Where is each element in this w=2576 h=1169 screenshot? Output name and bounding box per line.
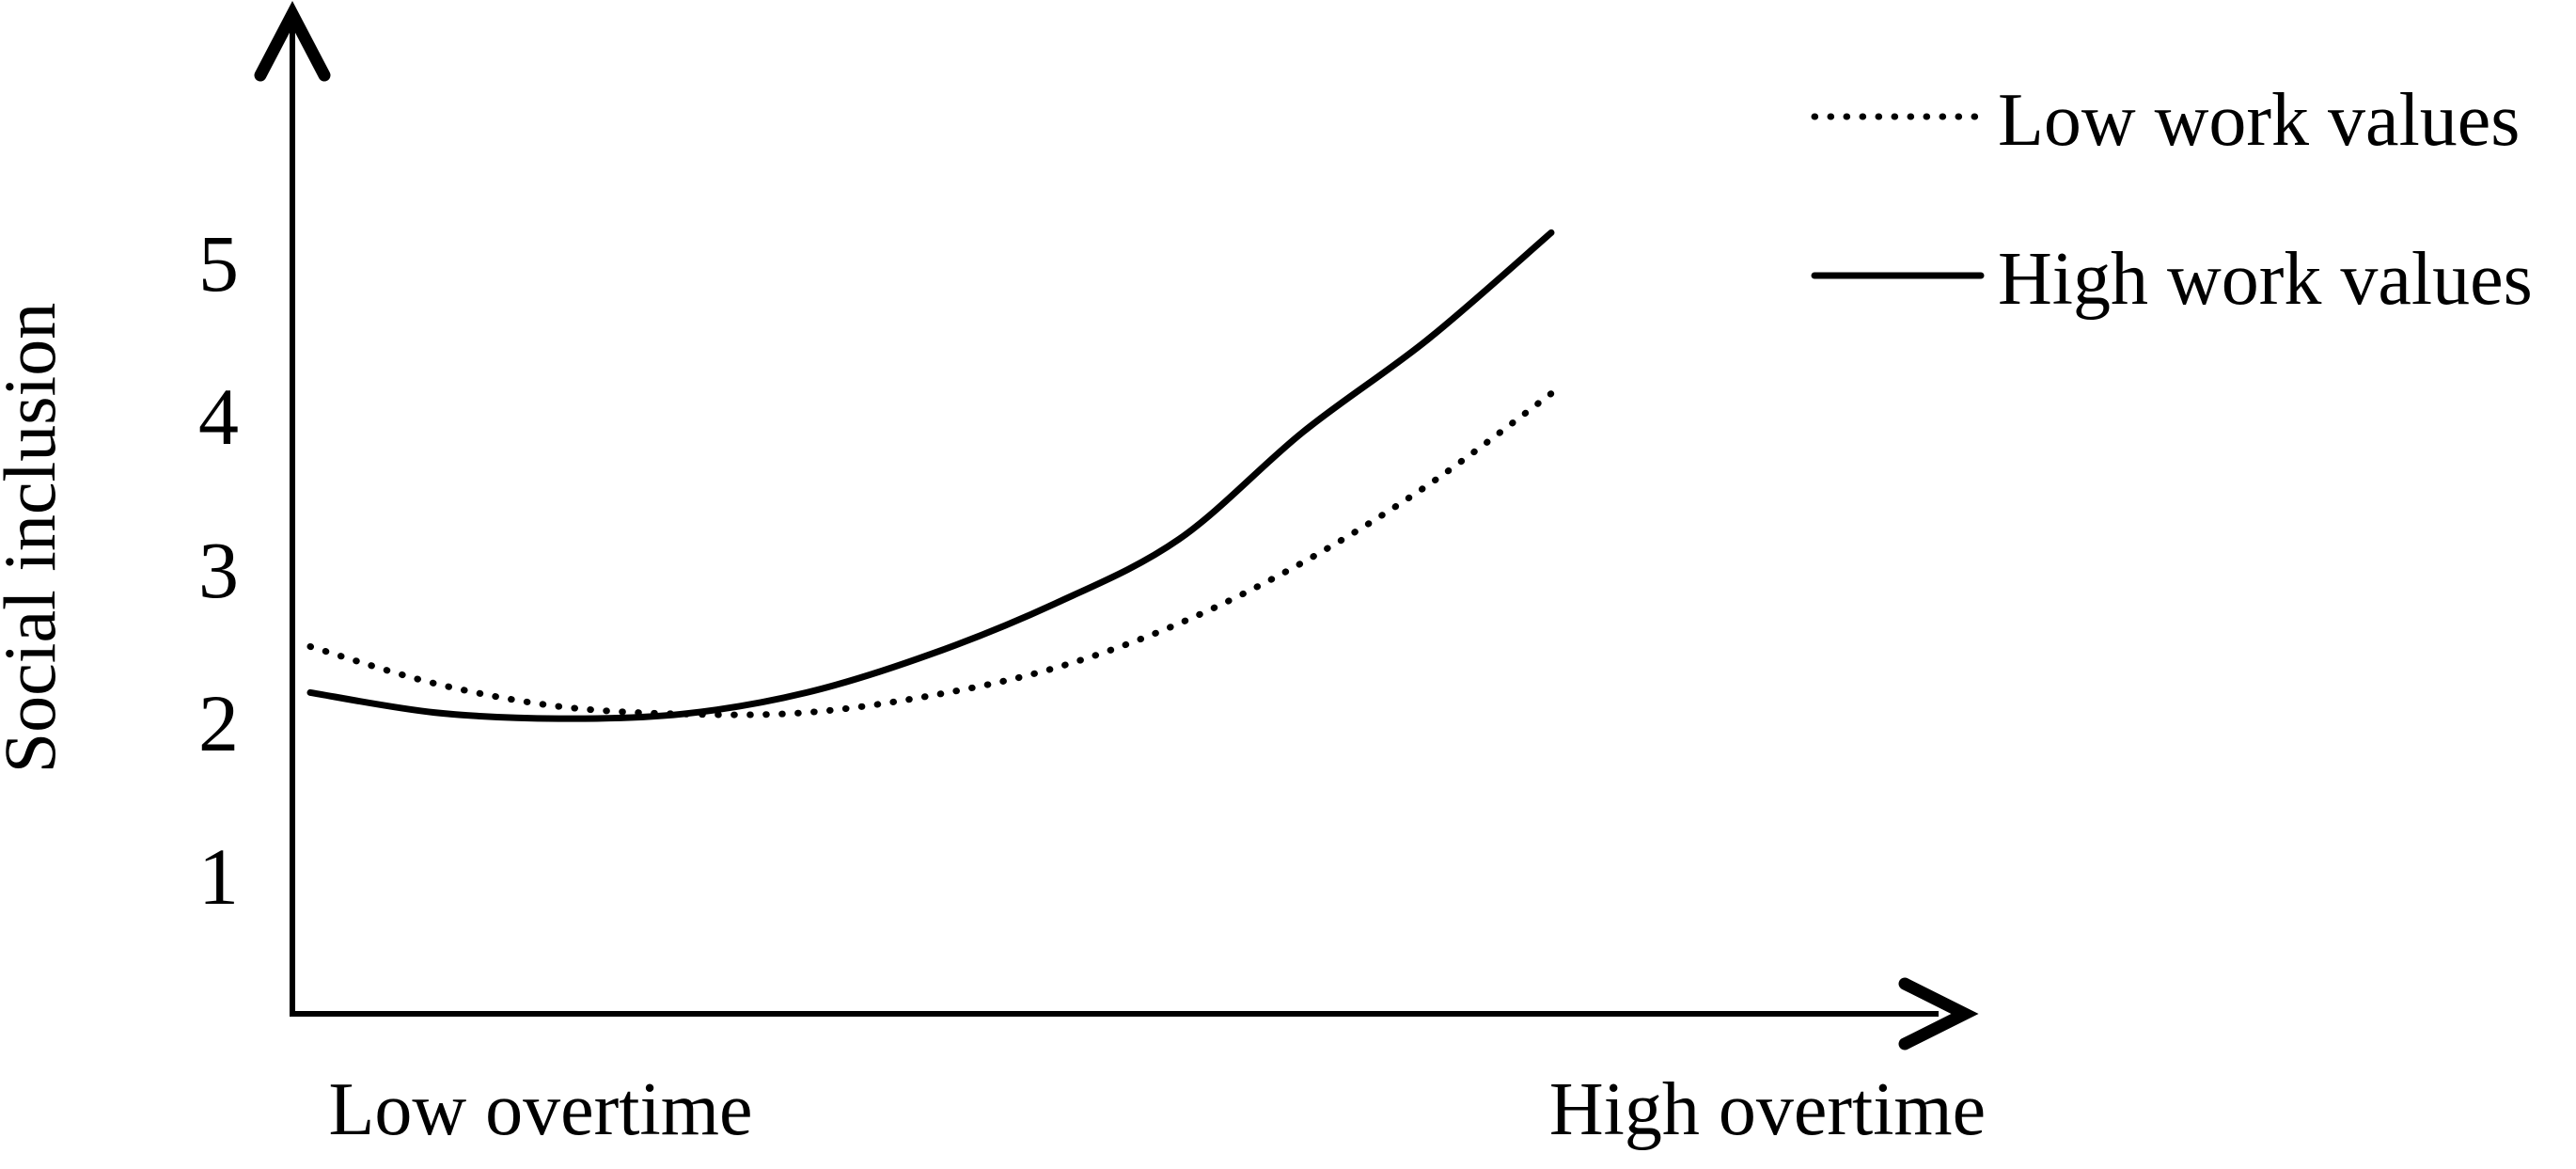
series-line-low-work-values (306, 390, 1555, 719)
x-axis-label-high: High overtime (1549, 1068, 1986, 1151)
legend-label-low-work-values: Low work values (1998, 79, 2520, 162)
y-axis-arrowhead-icon (254, 0, 331, 82)
y-tick-3: 3 (198, 525, 239, 615)
x-axis-arrowhead-icon (1898, 977, 1979, 1051)
y-tick-2: 2 (198, 678, 239, 768)
x-axis-label-low: Low overtime (329, 1068, 753, 1151)
legend-label-high-work-values: High work values (1998, 238, 2533, 321)
y-tick-1: 1 (198, 831, 239, 922)
y-tick-4: 4 (198, 371, 239, 462)
y-tick-5: 5 (198, 218, 239, 308)
y-axis-title: Social inclusion (0, 303, 71, 773)
legend: Low work values High work values (1811, 79, 2533, 321)
series-line-high-work-values (306, 229, 1555, 722)
